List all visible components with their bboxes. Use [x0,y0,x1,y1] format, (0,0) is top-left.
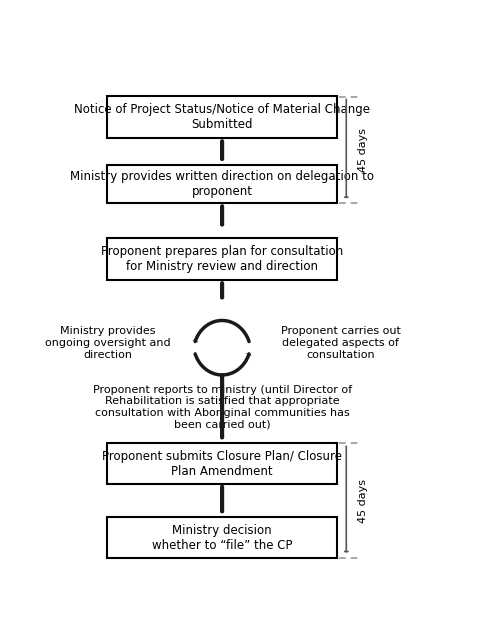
Text: Ministry provides written direction on delegation to
proponent: Ministry provides written direction on d… [70,170,374,198]
Text: 45 days: 45 days [358,128,368,172]
Text: Proponent reports to ministry (until Director of
Rehabilitation is satisfied tha: Proponent reports to ministry (until Dir… [93,385,352,429]
Text: Proponent submits Closure Plan/ Closure
Plan Amendment: Proponent submits Closure Plan/ Closure … [102,450,342,477]
FancyBboxPatch shape [107,165,337,204]
Text: Proponent prepares plan for consultation
for Ministry review and direction: Proponent prepares plan for consultation… [101,245,343,273]
FancyBboxPatch shape [107,444,337,484]
Text: Ministry decision
whether to “file” the CP: Ministry decision whether to “file” the … [152,524,292,552]
Text: Ministry provides
ongoing oversight and
direction: Ministry provides ongoing oversight and … [45,326,170,360]
FancyBboxPatch shape [107,517,337,558]
Text: Notice of Project Status/Notice of Material Change
Submitted: Notice of Project Status/Notice of Mater… [74,103,370,131]
FancyBboxPatch shape [107,238,337,280]
Text: 45 days: 45 days [358,479,368,523]
Text: Proponent carries out
delegated aspects of
consultation: Proponent carries out delegated aspects … [281,326,400,360]
FancyBboxPatch shape [107,96,337,138]
